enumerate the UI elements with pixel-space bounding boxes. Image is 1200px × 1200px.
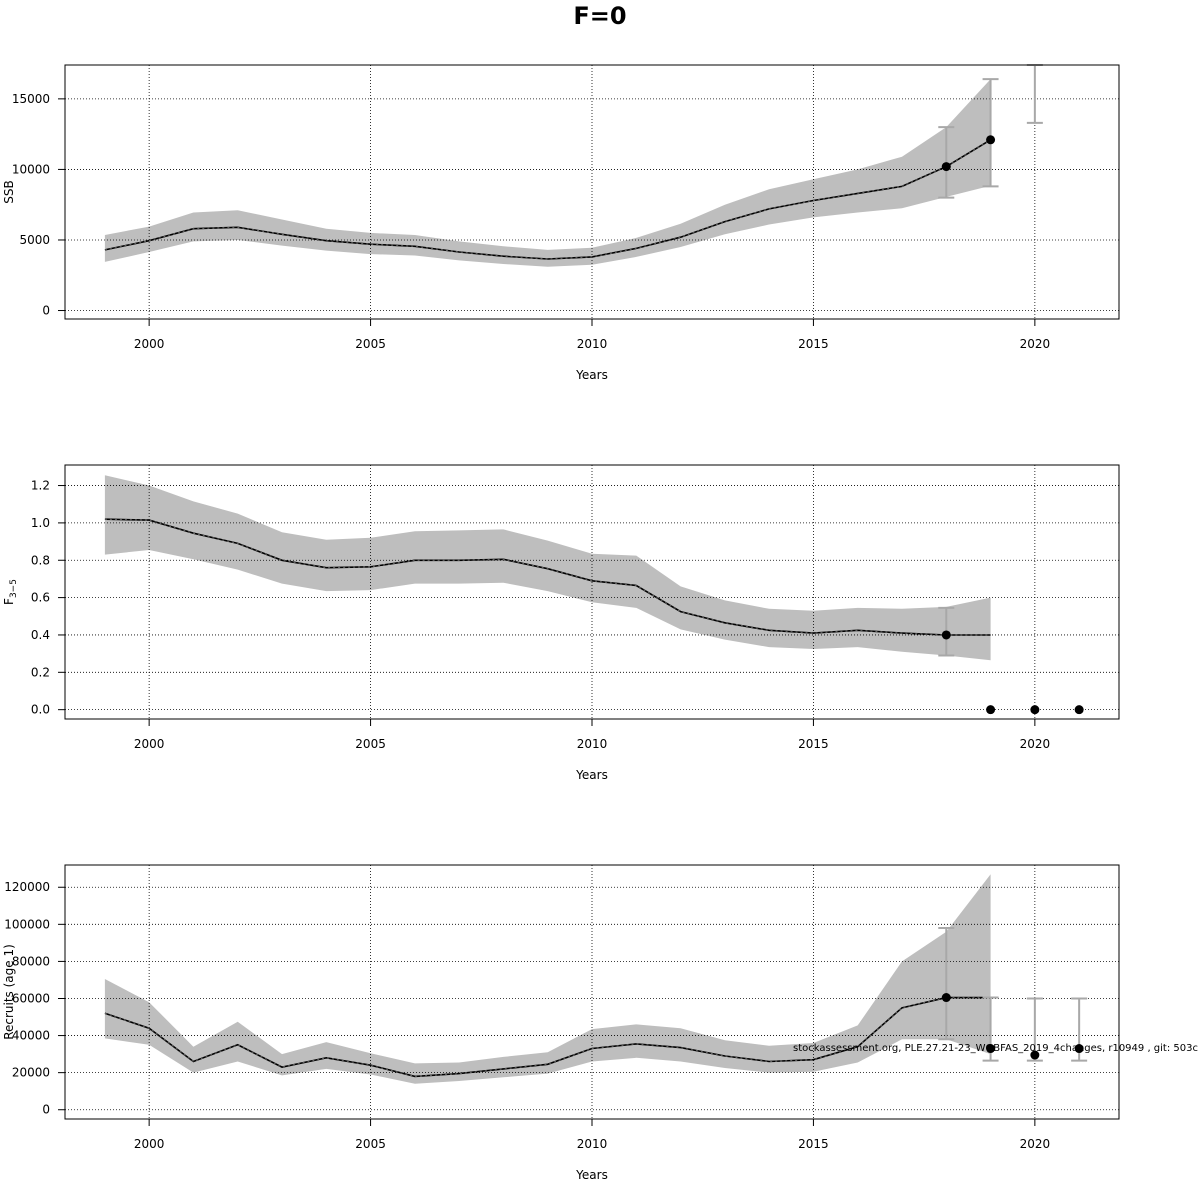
panel2-y-tick-label: 1.2 <box>31 479 50 493</box>
panel2-forecast-point <box>941 630 951 640</box>
panel3-x-tick-label: 2020 <box>1020 1137 1051 1151</box>
main-title: F=0 <box>573 2 627 30</box>
panel2-x-tick-label: 2010 <box>577 737 608 751</box>
panel1-estimate-line <box>104 139 992 260</box>
panel3-x-tick-label: 2005 <box>355 1137 386 1151</box>
panel1-x-tick-label: 2010 <box>577 337 608 351</box>
panel2-x-axis-label: Years <box>575 768 608 782</box>
panel1-forecast-point <box>941 162 951 172</box>
panel2-x-tick-label: 2015 <box>798 737 829 751</box>
panel3-y-tick-label: 60000 <box>12 991 50 1005</box>
panel2-forecast-point <box>986 705 996 715</box>
panel3-estimate-line <box>104 996 991 1078</box>
panel3-y-tick-label: 0 <box>42 1103 50 1117</box>
panel3-y-tick-label: 80000 <box>12 954 50 968</box>
panel3-y-tick-label: 100000 <box>4 917 50 931</box>
panel2-x-tick-label: 2020 <box>1020 737 1051 751</box>
panel3-y-tick-label: 20000 <box>12 1066 50 1080</box>
panel1-x-axis-label: Years <box>575 368 608 382</box>
panel3-x-tick-label: 2015 <box>798 1137 829 1151</box>
panel3-forecast-point <box>941 993 951 1003</box>
panel1-estimate-line-dash <box>104 139 991 260</box>
panel2-estimate-line-dash <box>104 518 991 636</box>
footnote-text: stockassessment.org, PLE.27.21-23_WGBFAS… <box>793 1043 1198 1054</box>
panel2-x-tick-label: 2000 <box>134 737 165 751</box>
panel3-x-axis-label: Years <box>575 1168 608 1182</box>
panel2-y-axis-label: F3−5 <box>2 579 19 605</box>
panel2-y-tick-label: 0.0 <box>31 703 50 717</box>
panel1-y-tick-label: 15000 <box>12 92 50 106</box>
panel1-y-tick-label: 5000 <box>19 233 50 247</box>
panel1-x-tick-label: 2020 <box>1020 337 1051 351</box>
panel3-x-tick-label: 2010 <box>577 1137 608 1151</box>
panel3-forecast-point <box>1030 1050 1040 1060</box>
panel3-forecast-point <box>1074 1044 1084 1054</box>
panel1-x-tick-label: 2015 <box>798 337 829 351</box>
panel2-y-tick-label: 0.4 <box>31 628 50 642</box>
panel2-confidence-band <box>104 475 991 661</box>
panel3-x-tick-label: 2000 <box>134 1137 165 1151</box>
panel2-y-tick-label: 0.2 <box>31 665 50 679</box>
panel2-y-tick-label: 0.8 <box>31 553 50 567</box>
panel2-forecast-point <box>1030 705 1040 715</box>
panel1-forecast-point <box>986 135 996 145</box>
panel2-y-tick-label: 1.0 <box>31 516 50 530</box>
panel3-estimate-line-dash <box>104 997 991 1077</box>
panel1-x-tick-label: 2005 <box>355 337 386 351</box>
panel3-confidence-band <box>104 874 991 1084</box>
panel3-y-tick-label: 120000 <box>4 880 50 894</box>
panel1-y-tick-label: 10000 <box>12 162 50 176</box>
panel3-y-axis-label: Recruits (age 1) <box>2 944 16 1040</box>
panel2-estimate-line <box>104 518 991 636</box>
panel2-y-tick-label: 0.6 <box>31 591 50 605</box>
panel1-y-tick-label: 0 <box>42 304 50 318</box>
panel1-confidence-band <box>104 79 991 267</box>
panel2-x-tick-label: 2005 <box>355 737 386 751</box>
panel1-y-axis-label: SSB <box>2 180 16 203</box>
panel3-y-tick-label: 40000 <box>12 1029 50 1043</box>
panel3-forecast-point <box>986 1044 996 1054</box>
panel1-x-tick-label: 2000 <box>134 337 165 351</box>
panel2-forecast-point <box>1074 705 1084 715</box>
